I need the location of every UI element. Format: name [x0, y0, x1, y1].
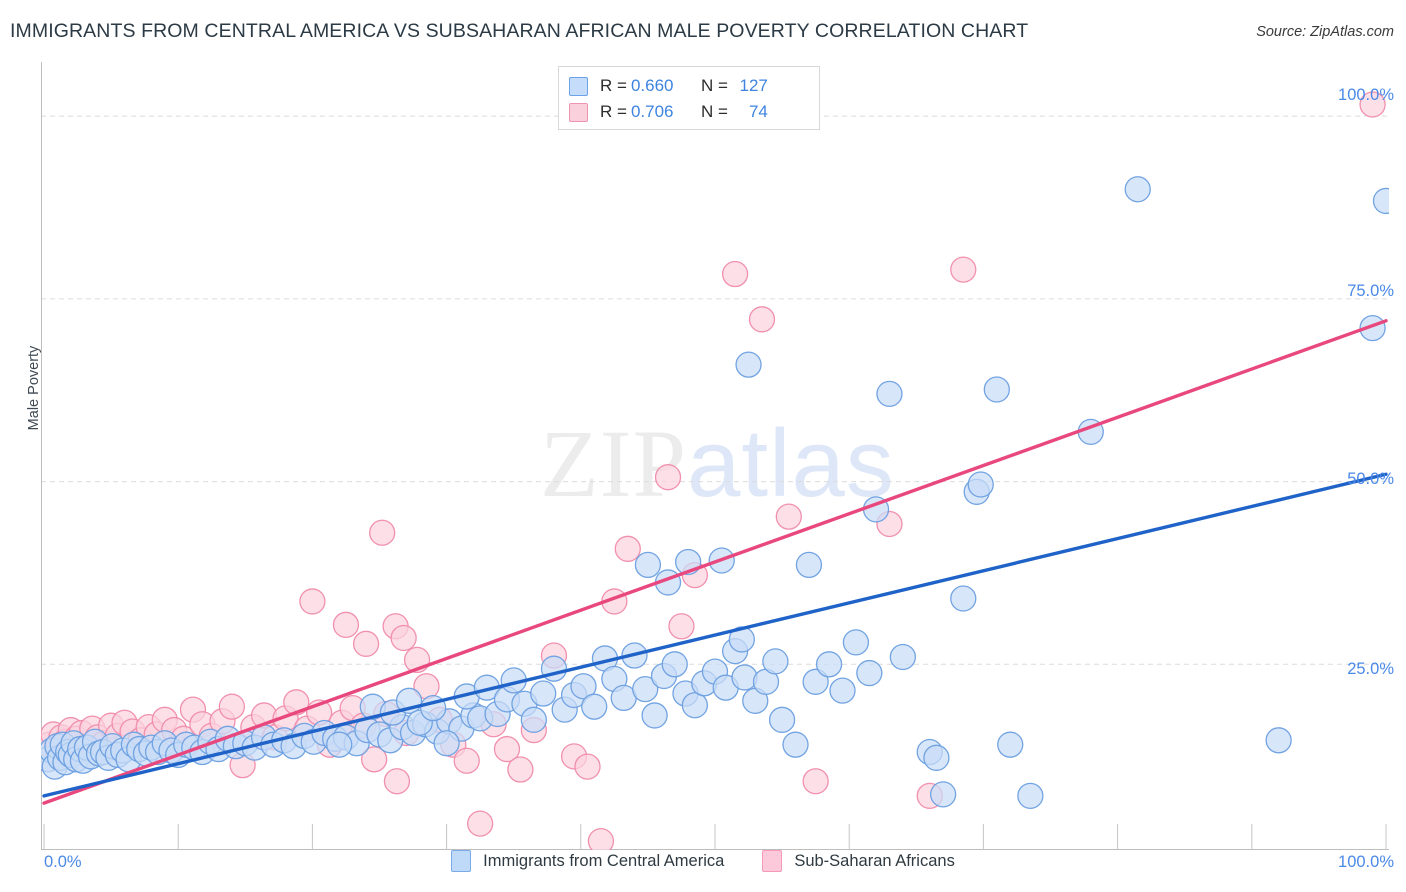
- n-label-pink: N =: [700, 102, 728, 121]
- correlation-stats-box: R = 0.660 N = 127 R = 0.706 N = 74: [558, 66, 820, 130]
- series-swatch-pink-icon: [569, 102, 588, 122]
- legend-label-immigrants: Immigrants from Central America: [483, 851, 725, 870]
- y-tick-75: 75.0%: [1347, 282, 1394, 300]
- y-tick-25: 25.0%: [1347, 660, 1394, 678]
- legend-item-africans[interactable]: Sub-Saharan Africans: [762, 850, 955, 872]
- y-tick-100: 100.0%: [1338, 86, 1394, 104]
- r-value-pink: 0.706: [630, 102, 674, 121]
- series-swatch-blue-icon: [569, 76, 588, 96]
- n-label-blue: N =: [700, 76, 728, 95]
- series-immigrants: [41, 176, 1389, 809]
- n-value-blue: 127: [739, 76, 768, 95]
- x-tick-min: 0.0%: [44, 853, 82, 871]
- y-tick-50: 50.0%: [1347, 470, 1394, 488]
- series-legend: Immigrants from Central America Sub-Saha…: [0, 850, 1406, 872]
- r-value-blue: 0.660: [630, 76, 674, 95]
- plot-area: [41, 62, 1389, 850]
- stats-row-blue: R = 0.660 N = 127: [569, 73, 809, 99]
- y-axis-label: Male Poverty: [26, 345, 42, 431]
- legend-item-immigrants[interactable]: Immigrants from Central America: [451, 850, 724, 872]
- page-title: IMMIGRANTS FROM CENTRAL AMERICA VS SUBSA…: [10, 20, 1029, 42]
- n-value-pink: 74: [748, 102, 768, 121]
- r-label-blue: R =: [600, 76, 627, 95]
- legend-swatch-blue-icon: [451, 850, 472, 872]
- x-tick-max: 100.0%: [1338, 853, 1394, 871]
- scatter-plot-svg: [41, 62, 1389, 850]
- stats-row-pink: R = 0.706 N = 74: [569, 99, 809, 125]
- r-label-pink: R =: [600, 102, 627, 121]
- legend-swatch-pink-icon: [762, 850, 783, 872]
- source-label: Source: ZipAtlas.com: [1256, 24, 1394, 40]
- legend-label-africans: Sub-Saharan Africans: [794, 851, 955, 870]
